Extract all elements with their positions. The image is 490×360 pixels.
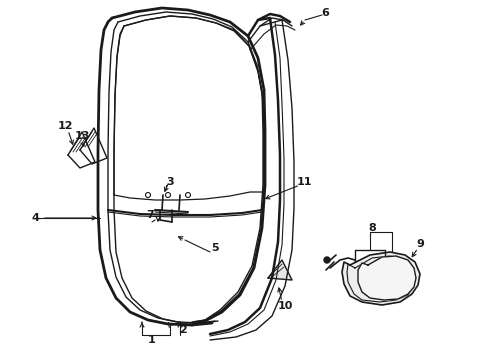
Text: 13: 13 (74, 131, 90, 141)
Circle shape (324, 257, 330, 263)
Polygon shape (268, 260, 292, 280)
Polygon shape (342, 252, 420, 305)
Polygon shape (358, 256, 416, 300)
Text: 10: 10 (277, 301, 293, 311)
Text: 5: 5 (211, 243, 219, 253)
Text: 1: 1 (148, 335, 156, 345)
Text: 8: 8 (368, 223, 376, 233)
Text: 6: 6 (321, 8, 329, 18)
Text: 9: 9 (416, 239, 424, 249)
Text: 3: 3 (166, 177, 174, 187)
Text: 7: 7 (146, 210, 154, 220)
Text: 4: 4 (31, 213, 39, 223)
Text: 2: 2 (179, 325, 187, 335)
Text: 12: 12 (57, 121, 73, 131)
Text: 11: 11 (296, 177, 312, 187)
